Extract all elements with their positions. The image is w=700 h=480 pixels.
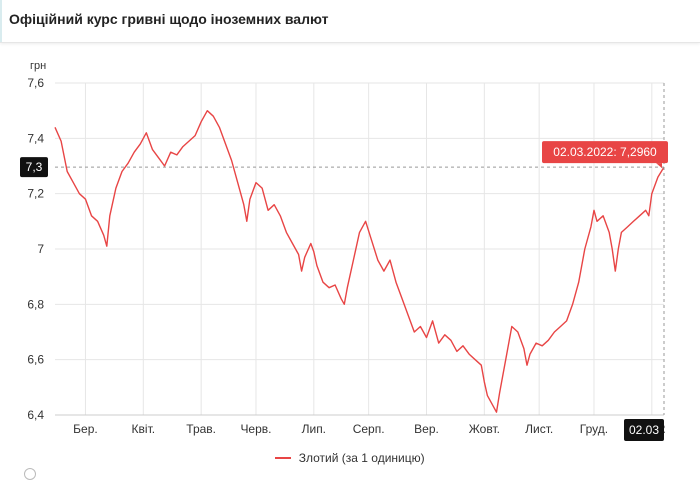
y-tick-label: 7,4 [27, 131, 44, 145]
header-bar: Офіційний курс гривні щодо іноземних вал… [0, 0, 700, 43]
y-axis-label: грн [30, 60, 46, 72]
page-title: Офіційний курс гривні щодо іноземних вал… [9, 11, 329, 27]
x-tick-label: Вер. [414, 422, 439, 436]
tooltip-value: 7,2960 [620, 145, 657, 159]
header-accent [0, 0, 2, 42]
y-axis-ticks: 6,4 6,6 6,8 7 7,2 7,4 7,6 [27, 76, 44, 422]
y-tick-label: 7,2 [27, 187, 44, 201]
x-tick-label: Трав. [186, 422, 216, 436]
tooltip-text: 02.03.2022: 7,2960 [553, 145, 657, 159]
x-tick-label: Лип. [302, 422, 326, 436]
y-tick-label: 6,4 [27, 408, 44, 422]
series-line-zloty[interactable] [54, 110, 665, 413]
y-readout-badge [20, 157, 48, 178]
x-tick-label: Квіт. [132, 422, 156, 436]
legend-swatch [275, 456, 292, 459]
tooltip-date: 02.03.2022 [553, 145, 613, 159]
tooltip-separator: : [613, 145, 620, 159]
x-tick-label: Серп. [353, 422, 385, 436]
y-tick-label: 7 [37, 242, 44, 256]
x-axis-ticks: Бер. Квіт. Трав. Черв. Лип. Серп. Вер. Жовт. Лис… [73, 422, 665, 436]
x-tick-label: Груд. [580, 422, 608, 436]
y-tick-label: 7,6 [27, 76, 44, 90]
grid-lines [55, 82, 664, 416]
x-tick-label: Бер. [73, 422, 98, 436]
series-layer [54, 110, 665, 413]
x-readout-label: 02.03 [629, 423, 659, 437]
legend[interactable]: Злотий (за 1 одиницю) [0, 450, 700, 465]
y-tick-label: 6,8 [27, 297, 44, 311]
x-tick-label: Черв. [240, 422, 271, 436]
corner-indicator [24, 468, 36, 480]
exchange-rate-chart[interactable]: 6,4 6,6 6,8 7 7,2 7,4 7,6 Бер. Квіт. Трав. Черв. Л… [0, 43, 700, 448]
legend-item-zloty: Злотий (за 1 одиницю) [298, 450, 425, 465]
crosshair: 7,3 02.03 02.03.2022: 7,2960 [20, 83, 668, 441]
value-tooltip [542, 141, 668, 164]
y-tick-label: 6,6 [27, 353, 44, 367]
tooltip-pointer [656, 163, 662, 169]
y-readout-label: 7,3 [26, 160, 43, 174]
x-tick-label: Жовт. [469, 422, 500, 436]
x-tick-label: Лист. [525, 422, 553, 436]
x-readout-badge [624, 419, 664, 441]
